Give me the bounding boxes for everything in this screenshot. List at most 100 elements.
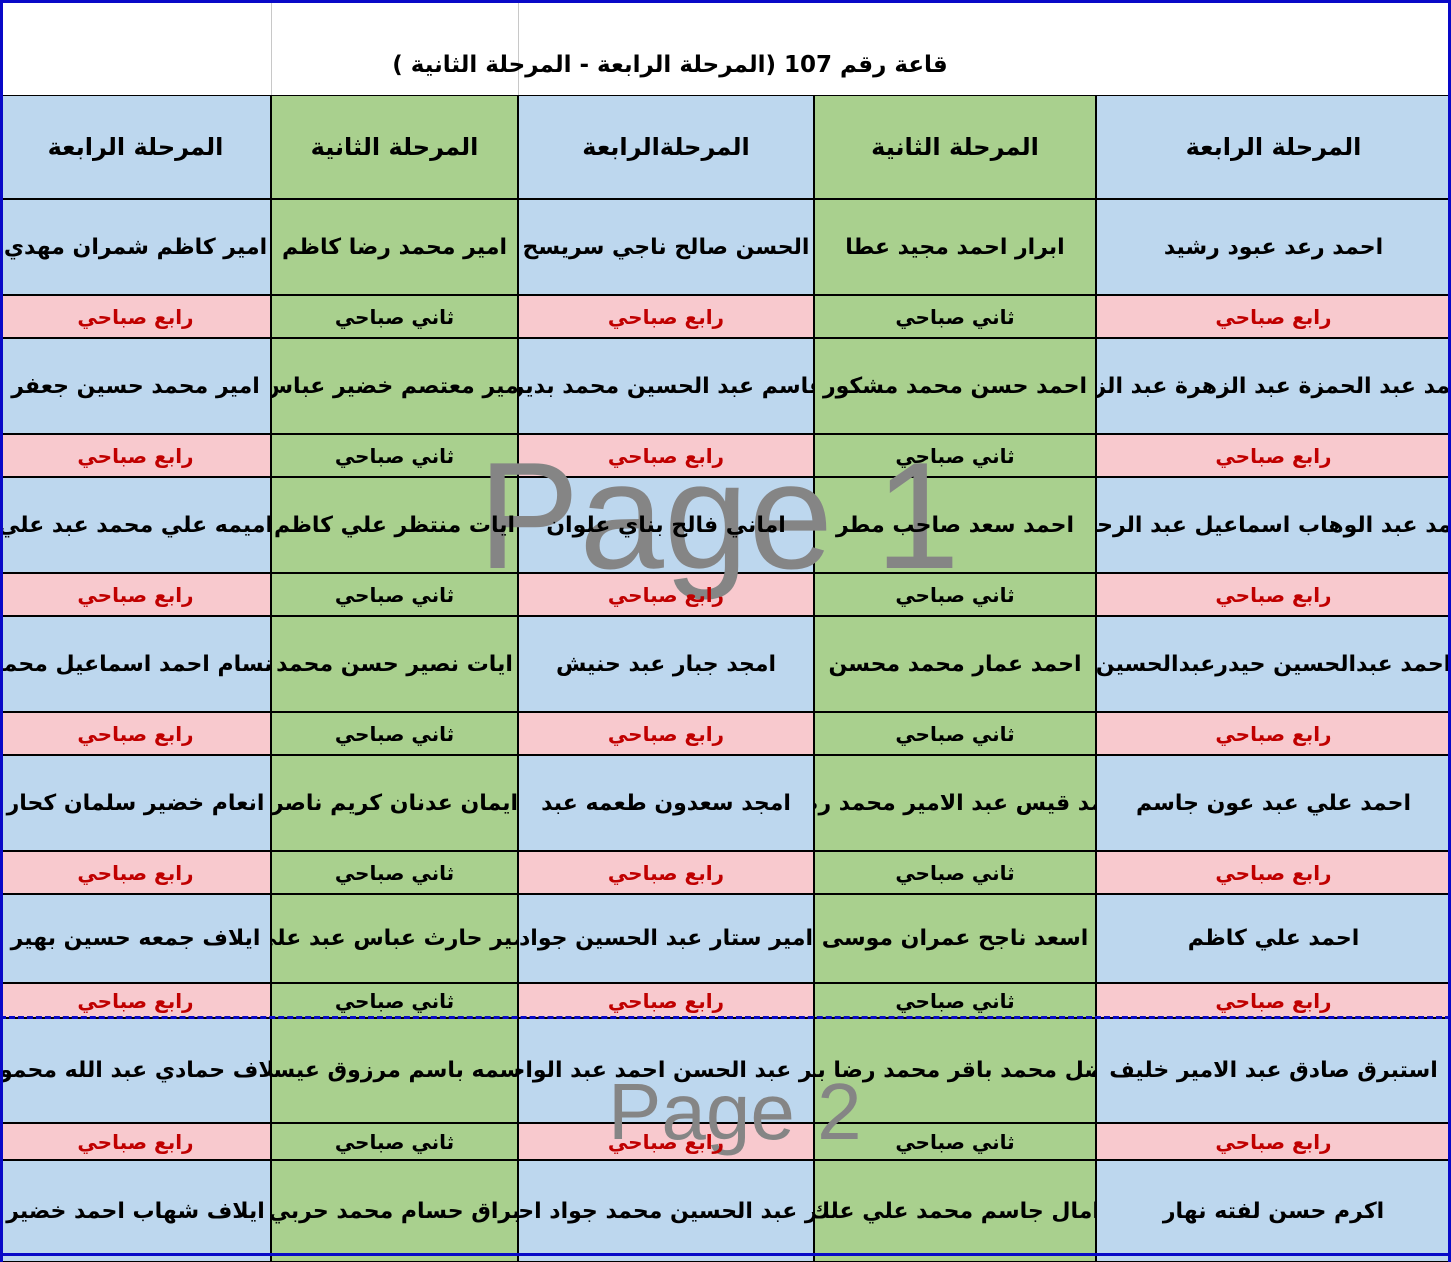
- header-cell-text: المرحلةالرابعة: [582, 133, 750, 161]
- exam-seating-table: المرحلة الرابعة المرحلة الثانية المرحلةالر…: [0, 95, 1451, 1262]
- session-label-cell[interactable]: ثاني صباحي: [814, 573, 1096, 616]
- student-name-cell-text: براق حسام محمد حربي: [271, 1198, 518, 1224]
- student-name-cell[interactable]: احمد حسن محمد مشكور: [814, 338, 1096, 434]
- student-name-cell[interactable]: ايلاف شهاب احمد خضير: [0, 1160, 271, 1262]
- student-name-cell[interactable]: امير ستار عبد الحسين جواد: [518, 894, 814, 983]
- session-label-cell[interactable]: ثاني صباحي: [271, 712, 518, 755]
- student-name-cell[interactable]: امير محمد رضا كاظم: [271, 199, 518, 295]
- student-name-cell[interactable]: احمد علي كاظم: [1096, 894, 1451, 983]
- session-label-cell[interactable]: رابع صباحي: [0, 851, 271, 894]
- header-cell[interactable]: المرحلة الثانية: [814, 95, 1096, 199]
- session-label-cell[interactable]: رابع صباحي: [518, 295, 814, 338]
- page1-watermark: Page 1: [478, 431, 960, 601]
- student-name-cell[interactable]: ايات منتظر علي كاظم: [271, 477, 518, 573]
- student-name-cell-text: انعام خضير سلمان كحار: [6, 790, 265, 816]
- session-label-cell[interactable]: رابع صباحي: [518, 851, 814, 894]
- student-name-cell[interactable]: امجد جبار عبد حنيش: [518, 616, 814, 712]
- session-label-cell[interactable]: ثاني صباحي: [814, 1123, 1096, 1160]
- session-label-cell[interactable]: رابع صباحي: [1096, 851, 1451, 894]
- session-label-cell-text: رابع صباحي: [1215, 1129, 1332, 1154]
- session-label-cell[interactable]: رابع صباحي: [1096, 712, 1451, 755]
- session-label-cell[interactable]: رابع صباحي: [518, 983, 814, 1018]
- session-label-cell-text: رابع صباحي: [77, 304, 194, 329]
- student-name-cell[interactable]: احمد عبد الوهاب اسماعيل عبد الرحيم: [1096, 477, 1451, 573]
- session-label-cell[interactable]: رابع صباحي: [0, 712, 271, 755]
- student-name-cell[interactable]: مير عبد الحسين محمد جواد احمد: [518, 1160, 814, 1262]
- student-name-cell[interactable]: مير عبد الحسن احمد عبد الواحد: [518, 1018, 814, 1123]
- session-label-cell[interactable]: رابع صباحي: [1096, 434, 1451, 477]
- student-name-cell[interactable]: الحسن صالح ناجي سريسح: [518, 199, 814, 295]
- session-label-cell[interactable]: رابع صباحي: [0, 1123, 271, 1160]
- student-name-cell-text: باسمه باسم مرزوق عيسى: [272, 1058, 518, 1083]
- student-name-cell[interactable]: استبرق صادق عبد الامير خليف: [1096, 1018, 1451, 1123]
- session-label-cell[interactable]: ثاني صباحي: [271, 1123, 518, 1160]
- student-name-cell[interactable]: انسام احمد اسماعيل محمد: [0, 616, 271, 712]
- header-cell-text: المرحلة الثانية: [871, 133, 1039, 161]
- student-name-cell-text: امير محمد رضا كاظم: [282, 234, 507, 260]
- session-label-cell[interactable]: رابع صباحي: [0, 983, 271, 1018]
- student-name-cell[interactable]: احمد سعد صاحب مطر: [814, 477, 1096, 573]
- student-name-cell[interactable]: احمد عبدالحسين حيدرعبدالحسين: [1096, 616, 1451, 712]
- session-label-cell[interactable]: ثاني صباحي: [814, 851, 1096, 894]
- student-name-cell[interactable]: اميمه علي محمد عبد علي: [0, 477, 271, 573]
- header-cell[interactable]: المرحلةالرابعة: [518, 95, 814, 199]
- student-name-cell[interactable]: فضل محمد باقر محمد رضا باق: [814, 1018, 1096, 1123]
- header-cell[interactable]: المرحلة الثانية: [271, 95, 518, 199]
- session-label-cell-text: رابع صباحي: [1215, 721, 1332, 746]
- student-name-cell[interactable]: أمير حارث عباس عبد علي: [271, 894, 518, 983]
- session-label-cell[interactable]: رابع صباحي: [1096, 295, 1451, 338]
- header-cell-text: المرحلة الرابعة: [1185, 133, 1362, 161]
- student-name-cell-text: اماني فالح بناي علوان: [546, 512, 786, 538]
- session-label-cell-text: رابع صباحي: [1215, 443, 1332, 468]
- student-name-cell[interactable]: حمد قيس عبد الامير محمد رض: [814, 755, 1096, 851]
- student-name-cell[interactable]: امير محمد حسين جعفر: [0, 338, 271, 434]
- student-name-cell[interactable]: ابرار احمد مجيد عطا: [814, 199, 1096, 295]
- session-label-cell[interactable]: رابع صباحي: [0, 295, 271, 338]
- session-label-cell[interactable]: ثاني صباحي: [271, 983, 518, 1018]
- session-label-cell[interactable]: رابع صباحي: [1096, 1123, 1451, 1160]
- session-label-cell[interactable]: رابع صباحي: [518, 712, 814, 755]
- student-name-cell[interactable]: باسمه باسم مرزوق عيسى: [271, 1018, 518, 1123]
- student-name-cell[interactable]: ايلاف جمعه حسين بهير: [0, 894, 271, 983]
- session-label-cell[interactable]: ثاني صباحي: [271, 851, 518, 894]
- student-name-cell[interactable]: احمد عبد الحمزة عبد الزهرة عبد الزيد: [1096, 338, 1451, 434]
- student-name-cell[interactable]: امير معتصم خضير عباس: [271, 338, 518, 434]
- page-boundary-top: [0, 0, 1451, 3]
- student-name-cell-text: ابرار احمد مجيد عطا: [845, 234, 1065, 260]
- session-label-cell[interactable]: رابع صباحي: [1096, 573, 1451, 616]
- student-name-cell[interactable]: اكرم حسن لفته نهار: [1096, 1160, 1451, 1262]
- session-label-cell[interactable]: رابع صباحي: [0, 434, 271, 477]
- student-name-cell-text: ايلاف جمعه حسين بهير: [10, 926, 261, 951]
- student-name-cell[interactable]: يلاف حمادي عبد الله محمود: [0, 1018, 271, 1123]
- student-name-cell[interactable]: ايمان عدنان كريم ناصر: [271, 755, 518, 851]
- session-label-cell[interactable]: ثاني صباحي: [814, 434, 1096, 477]
- student-name-cell[interactable]: امال جاسم محمد علي علك: [814, 1160, 1096, 1262]
- student-name-cell[interactable]: براق حسام محمد حربي: [271, 1160, 518, 1262]
- student-name-cell[interactable]: احمد علي عبد عون جاسم: [1096, 755, 1451, 851]
- student-name-cell[interactable]: احمد رعد عبود رشيد: [1096, 199, 1451, 295]
- student-name-cell[interactable]: احمد عمار محمد محسن: [814, 616, 1096, 712]
- session-label-cell[interactable]: رابع صباحي: [518, 434, 814, 477]
- student-name-cell[interactable]: ايات نصير حسن محمد: [271, 616, 518, 712]
- hall-title[interactable]: قاعة رقم 107 (المرحلة الرابعة - المرحلة …: [392, 52, 948, 78]
- student-name-cell[interactable]: انعام خضير سلمان كحار: [0, 755, 271, 851]
- student-name-cell[interactable]: امير كاظم شمران مهدي: [0, 199, 271, 295]
- page-break-dashed-line[interactable]: [0, 1016, 1451, 1019]
- session-label-cell[interactable]: ثاني صباحي: [271, 295, 518, 338]
- session-label-cell[interactable]: رابع صباحي: [518, 573, 814, 616]
- session-label-cell[interactable]: رابع صباحي: [1096, 983, 1451, 1018]
- header-cell[interactable]: المرحلة الرابعة: [0, 95, 271, 199]
- session-label-cell[interactable]: ثاني صباحي: [271, 434, 518, 477]
- header-cell[interactable]: المرحلة الرابعة: [1096, 95, 1451, 199]
- student-name-cell[interactable]: امجد سعدون طعمه عبد: [518, 755, 814, 851]
- student-name-cell[interactable]: اماني فالح بناي علوان: [518, 477, 814, 573]
- student-name-cell[interactable]: اسعد ناجح عمران موسى: [814, 894, 1096, 983]
- session-label-cell[interactable]: رابع صباحي: [518, 1123, 814, 1160]
- session-label-cell[interactable]: رابع صباحي: [0, 573, 271, 616]
- session-label-cell[interactable]: ثاني صباحي: [814, 712, 1096, 755]
- session-label-cell[interactable]: ثاني صباحي: [814, 295, 1096, 338]
- session-label-cell[interactable]: ثاني صباحي: [271, 573, 518, 616]
- session-label-cell[interactable]: ثاني صباحي: [814, 983, 1096, 1018]
- student-name-cell[interactable]: القاسم عبد الحسين محمد بديري: [518, 338, 814, 434]
- student-name-cell-text: أمير حارث عباس عبد علي: [272, 926, 517, 951]
